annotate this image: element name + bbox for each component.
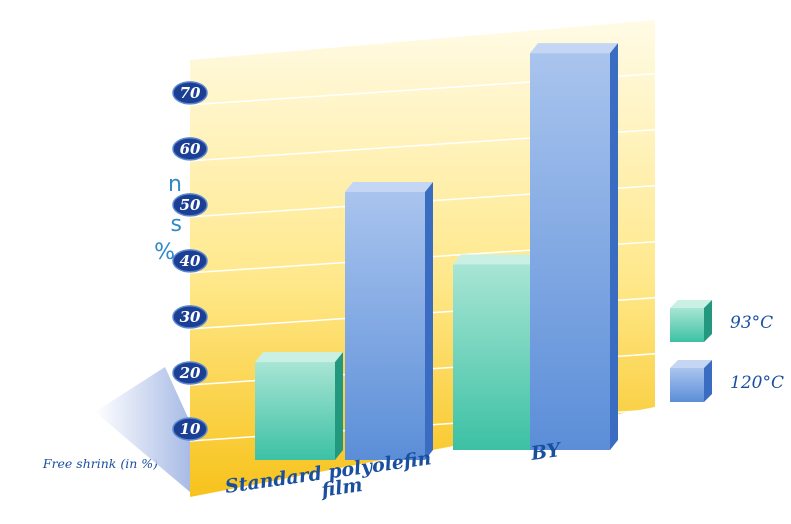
legend-swatch <box>670 308 704 342</box>
y-tick-label-20: 20 <box>179 364 201 382</box>
legend-swatch-top <box>670 300 712 308</box>
y-tick-oval-20 <box>172 361 208 385</box>
bar-1-1 <box>530 43 618 451</box>
y-tick-oval-50 <box>172 193 208 217</box>
bar-0-0 <box>255 352 343 460</box>
y-axis-title: Free shrink (in %) <box>42 456 158 471</box>
legend-swatch-top <box>670 360 712 368</box>
y-tick-label-60: 60 <box>180 140 201 158</box>
side-text-line-1: n <box>168 172 182 197</box>
legend-label-0: 93°C <box>730 313 773 333</box>
y-tick-oval-40 <box>172 249 208 273</box>
y-tick-label-10: 10 <box>180 420 201 438</box>
bar-top-0-1 <box>345 181 433 192</box>
legend-swatch-side <box>704 360 712 402</box>
y-tick-oval-60 <box>172 137 208 161</box>
bar-0-1 <box>345 181 433 460</box>
bar-top-1-0 <box>453 254 541 265</box>
bar-front-0-1 <box>345 191 425 460</box>
bar-top-0-0 <box>255 352 343 363</box>
bar-top-1-1 <box>530 43 618 54</box>
legend-label-1: 120°C <box>730 373 784 393</box>
bar-1-0 <box>453 254 541 450</box>
legend-swatch-side <box>704 300 712 342</box>
y-tick-oval-70 <box>172 81 208 105</box>
side-text-fragment: n s %. <box>0 0 200 300</box>
bar-side-0-0 <box>335 352 343 460</box>
bar-front-0-0 <box>255 362 335 460</box>
bar-front-1-0 <box>453 264 533 450</box>
y-tick-label-40: 40 <box>180 252 201 270</box>
x-category-label-1: BY <box>529 439 564 465</box>
legend-item-1: 120°C <box>670 360 784 402</box>
y-tick-label-50: 50 <box>180 196 201 214</box>
legend-swatch <box>670 368 704 402</box>
y-tick-oval-10 <box>172 417 208 441</box>
y-tick-label-70: 70 <box>180 84 201 102</box>
y-tick-oval-30 <box>172 305 208 329</box>
side-text-line-2: s <box>170 212 182 237</box>
x-category-line: film <box>318 474 364 502</box>
x-category-line: BY <box>529 439 564 465</box>
bar-side-1-1 <box>610 43 618 451</box>
bar-side-0-1 <box>425 181 433 460</box>
bar-front-1-1 <box>530 53 610 451</box>
y-tick-label-30: 30 <box>180 308 201 326</box>
legend-item-0: 93°C <box>670 300 773 342</box>
floor-shadow <box>95 367 190 492</box>
